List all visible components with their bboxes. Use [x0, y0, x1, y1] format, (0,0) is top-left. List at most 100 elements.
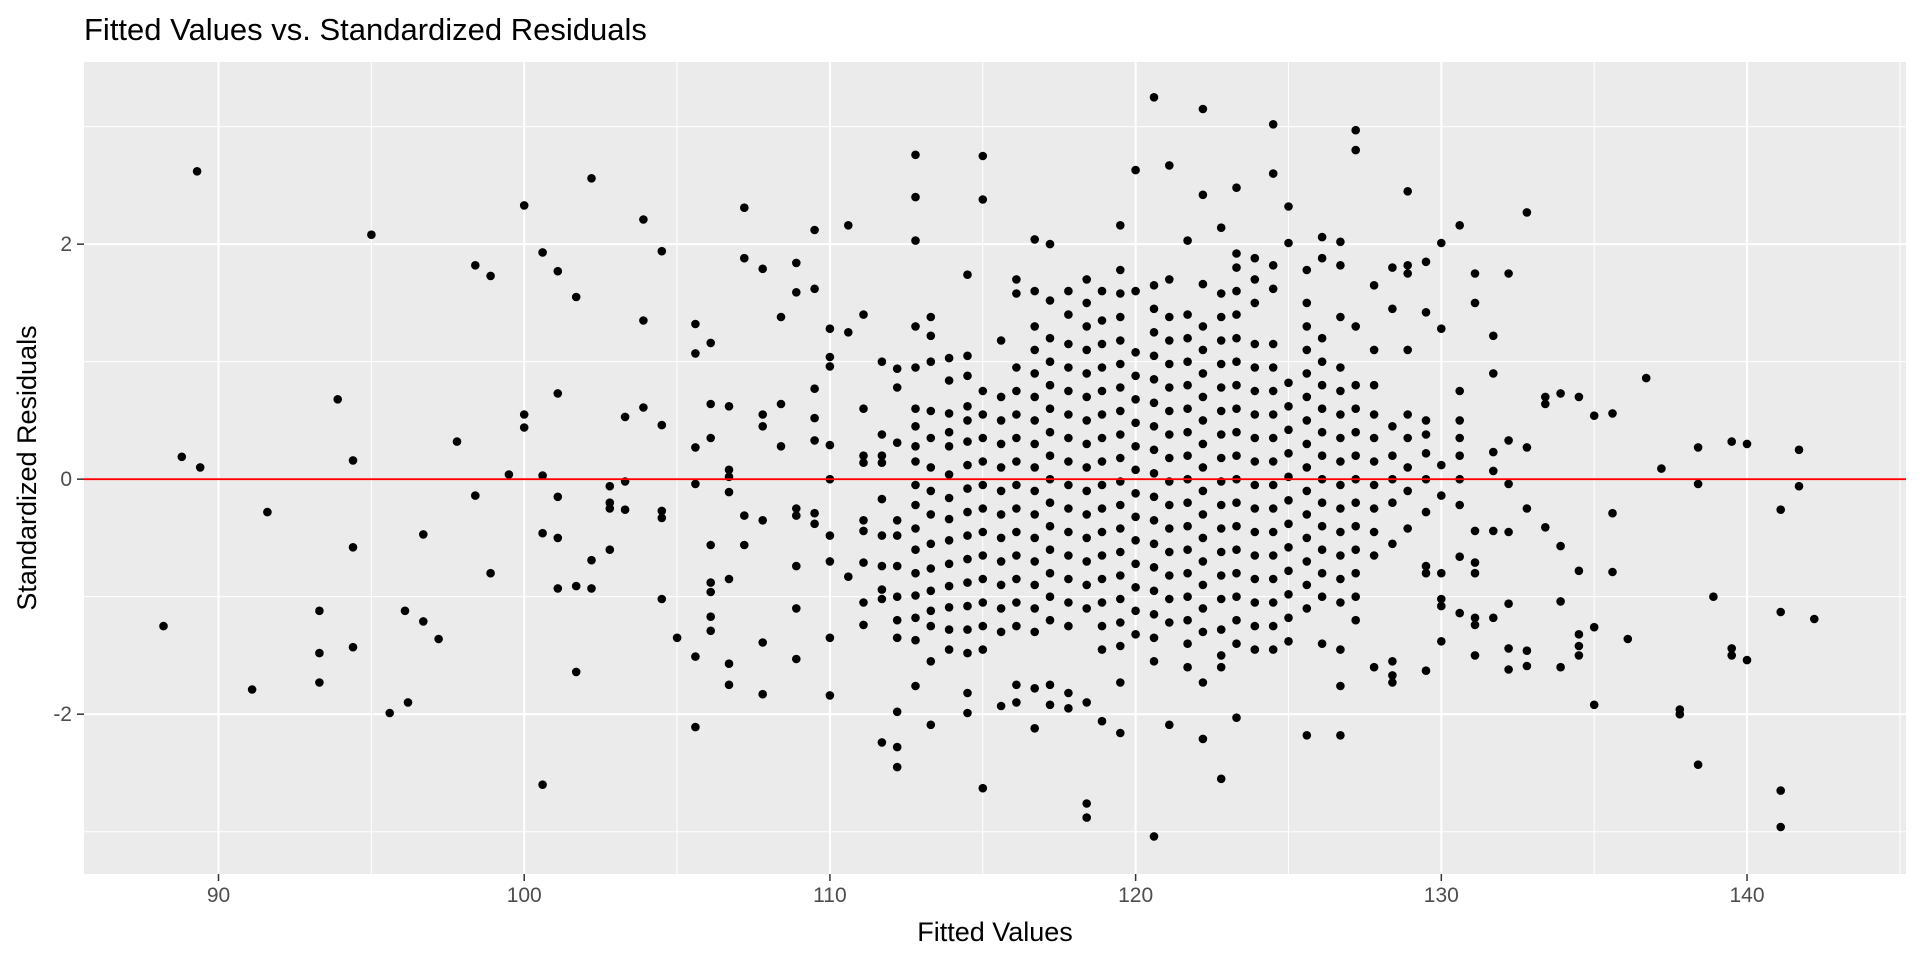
data-point: [1098, 528, 1107, 537]
data-point: [1232, 357, 1241, 366]
data-point: [1082, 557, 1091, 566]
data-point: [1318, 569, 1327, 578]
data-point: [1303, 369, 1312, 378]
data-point: [1455, 387, 1464, 396]
data-point: [1183, 663, 1192, 672]
data-point: [1504, 269, 1513, 278]
data-point: [1116, 678, 1125, 687]
data-point: [1336, 528, 1345, 537]
data-point: [1082, 487, 1091, 496]
data-point: [1303, 322, 1312, 331]
data-point: [1727, 651, 1736, 660]
data-point: [1183, 357, 1192, 366]
data-point: [385, 709, 394, 718]
data-point: [1098, 434, 1107, 443]
data-point: [979, 434, 988, 443]
data-point: [1183, 498, 1192, 507]
data-point: [1199, 678, 1208, 687]
data-point: [1131, 583, 1140, 592]
data-point: [658, 514, 667, 523]
data-point: [538, 248, 547, 257]
data-point: [1403, 434, 1412, 443]
data-point: [826, 441, 835, 450]
data-point: [1403, 463, 1412, 472]
data-point: [1575, 567, 1584, 576]
data-point: [1251, 387, 1260, 396]
data-point: [1303, 440, 1312, 449]
x-tick-label: 120: [1118, 884, 1153, 907]
data-point: [263, 508, 272, 517]
data-point: [844, 328, 853, 337]
data-point: [1012, 387, 1021, 396]
data-point: [878, 585, 887, 594]
data-point: [1082, 813, 1091, 822]
data-point: [1046, 616, 1055, 625]
data-point: [1082, 698, 1091, 707]
data-point: [1082, 346, 1091, 355]
data-point: [1303, 299, 1312, 308]
data-point: [1046, 357, 1055, 366]
data-point: [1232, 592, 1241, 601]
data-point: [1199, 369, 1208, 378]
data-point: [1217, 454, 1226, 463]
data-point: [1303, 557, 1312, 566]
data-point: [1131, 536, 1140, 545]
data-point: [893, 438, 902, 447]
data-point: [945, 625, 954, 634]
data-point: [1318, 357, 1327, 366]
data-point: [740, 254, 749, 263]
data-point: [1351, 126, 1360, 135]
data-point: [997, 604, 1006, 613]
data-point: [1082, 322, 1091, 331]
data-point: [1165, 721, 1174, 730]
data-point: [1217, 548, 1226, 557]
data-point: [1504, 436, 1513, 445]
data-point: [1336, 731, 1345, 740]
data-point: [1523, 208, 1532, 217]
data-point: [911, 501, 920, 510]
data-point: [1064, 387, 1073, 396]
data-point: [927, 564, 936, 573]
data-point: [927, 434, 936, 443]
data-point: [1064, 410, 1073, 419]
data-point: [1351, 451, 1360, 460]
data-point: [945, 470, 954, 479]
data-point: [963, 416, 972, 425]
data-point: [1030, 393, 1039, 402]
data-point: [1131, 560, 1140, 569]
data-point: [1642, 374, 1651, 383]
data-point: [1165, 313, 1174, 322]
data-point: [1776, 608, 1785, 617]
data-point: [758, 422, 767, 431]
data-point: [1422, 416, 1431, 425]
data-point: [333, 395, 342, 404]
data-point: [1131, 442, 1140, 451]
data-point: [878, 430, 887, 439]
data-point: [349, 456, 358, 465]
data-point: [1437, 637, 1446, 646]
chart-title: Fitted Values vs. Standardized Residuals: [84, 12, 647, 47]
data-point: [878, 562, 887, 571]
data-point: [927, 510, 936, 519]
data-point: [1217, 383, 1226, 392]
data-point: [1370, 551, 1379, 560]
data-point: [1336, 682, 1345, 691]
data-point: [997, 416, 1006, 425]
data-point: [1064, 434, 1073, 443]
data-point: [810, 414, 819, 423]
data-point: [1455, 552, 1464, 561]
data-point: [404, 698, 413, 707]
data-point: [554, 267, 563, 276]
data-point: [1795, 482, 1804, 491]
data-point: [1046, 296, 1055, 305]
data-point: [1030, 487, 1039, 496]
data-point: [1232, 263, 1241, 272]
data-point: [911, 524, 920, 533]
data-point: [1318, 334, 1327, 343]
data-point: [1351, 428, 1360, 437]
data-point: [1251, 528, 1260, 537]
data-point: [810, 436, 819, 445]
data-point: [1131, 372, 1140, 381]
data-point: [1269, 504, 1278, 513]
data-point: [979, 504, 988, 513]
